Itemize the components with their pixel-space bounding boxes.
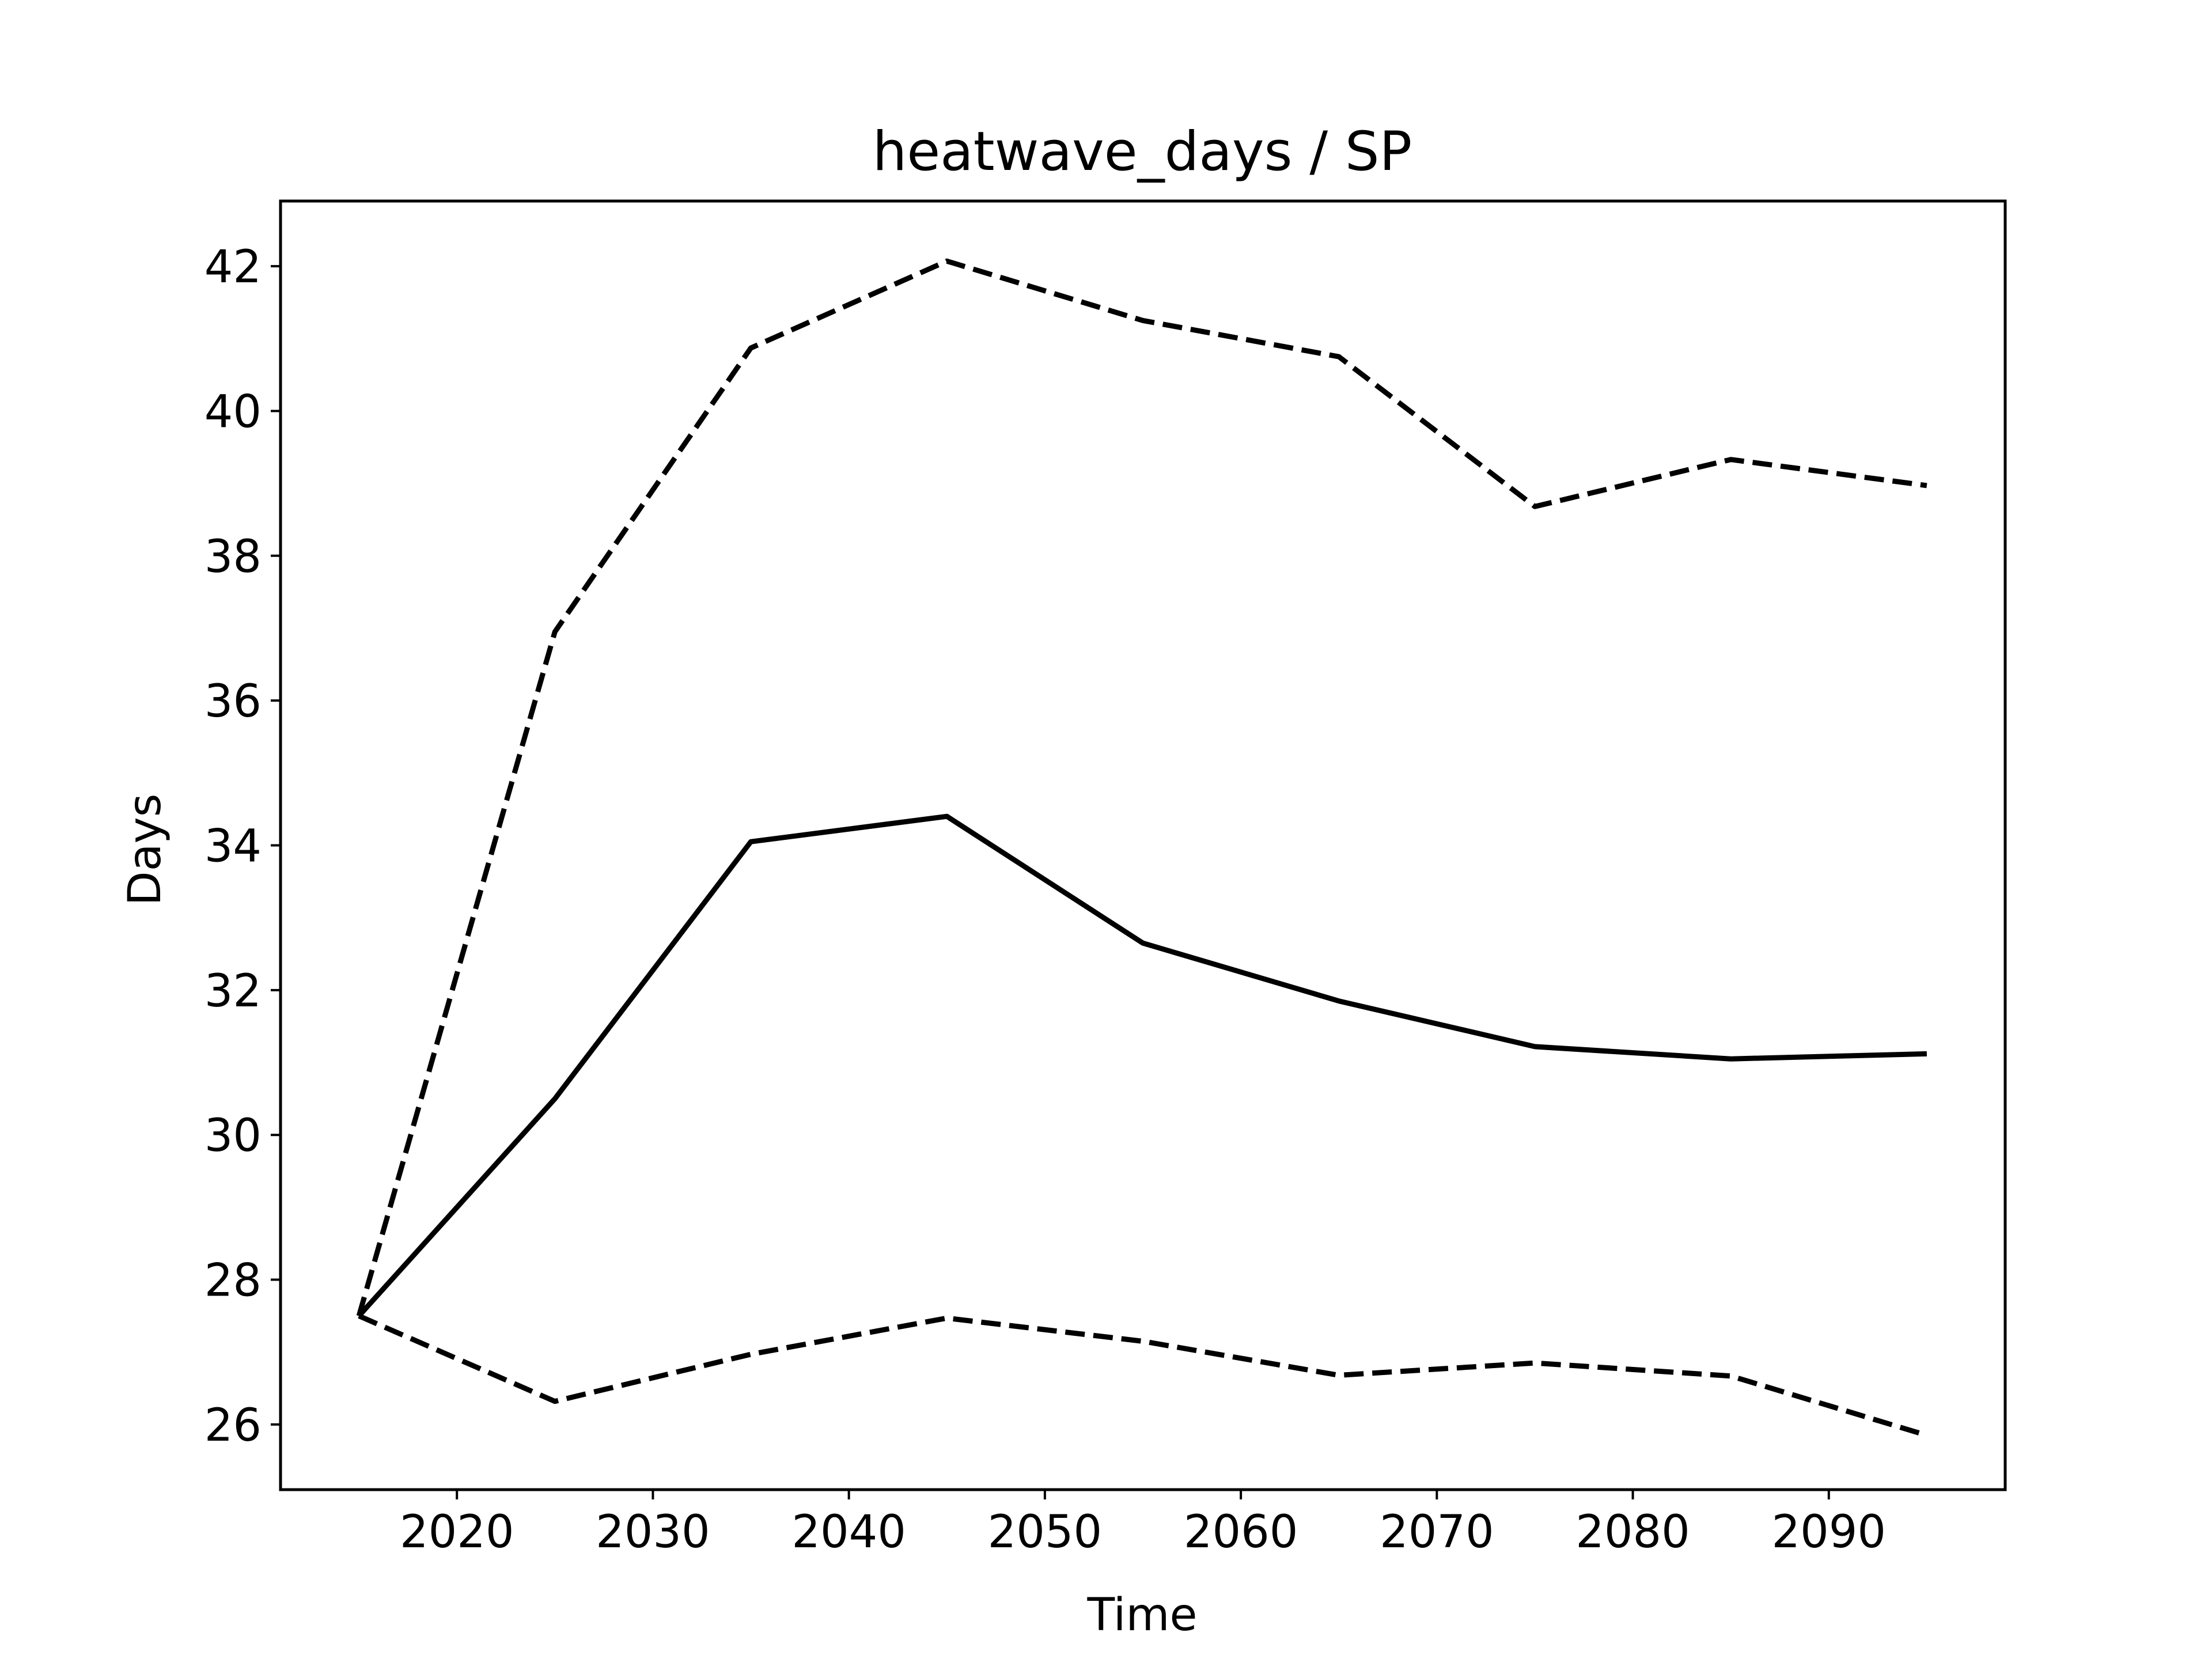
y-tick-label-32: 32 xyxy=(204,965,262,1017)
y-tick-label-30: 30 xyxy=(204,1110,262,1162)
x-tick-label-2060: 2060 xyxy=(1184,1506,1298,1558)
x-axis-label: Time xyxy=(1087,1589,1198,1641)
series-line-3 xyxy=(358,1313,1928,1438)
series-line-2 xyxy=(356,258,1927,1317)
y-tick-label-40: 40 xyxy=(204,386,262,438)
x-tick-label-2020: 2020 xyxy=(400,1506,514,1558)
x-tick-label-2030: 2030 xyxy=(596,1506,710,1558)
x-tick-label-2090: 2090 xyxy=(1772,1506,1887,1558)
series-line-1 xyxy=(357,813,1927,1318)
y-tick-label-36: 36 xyxy=(204,676,262,728)
y-axis-label: Days xyxy=(119,794,171,906)
chart-title: heatwave_days / SP xyxy=(873,120,1412,183)
x-tick-label-2040: 2040 xyxy=(791,1506,906,1558)
y-tick-label-28: 28 xyxy=(204,1255,262,1307)
y-tick-label-42: 42 xyxy=(204,241,262,293)
x-tick-label-2070: 2070 xyxy=(1380,1506,1494,1558)
plot-frame xyxy=(279,199,2007,1491)
y-tick-label-34: 34 xyxy=(204,821,262,873)
x-tick-label-2080: 2080 xyxy=(1575,1506,1690,1558)
y-tick-label-38: 38 xyxy=(204,531,262,583)
y-tick-label-26: 26 xyxy=(204,1400,262,1452)
plot-area: 2020 2030 2040 2050 2060 2070 2080 2090 26 28 30 32… xyxy=(204,199,2007,1558)
x-tick-label-2050: 2050 xyxy=(988,1506,1103,1558)
